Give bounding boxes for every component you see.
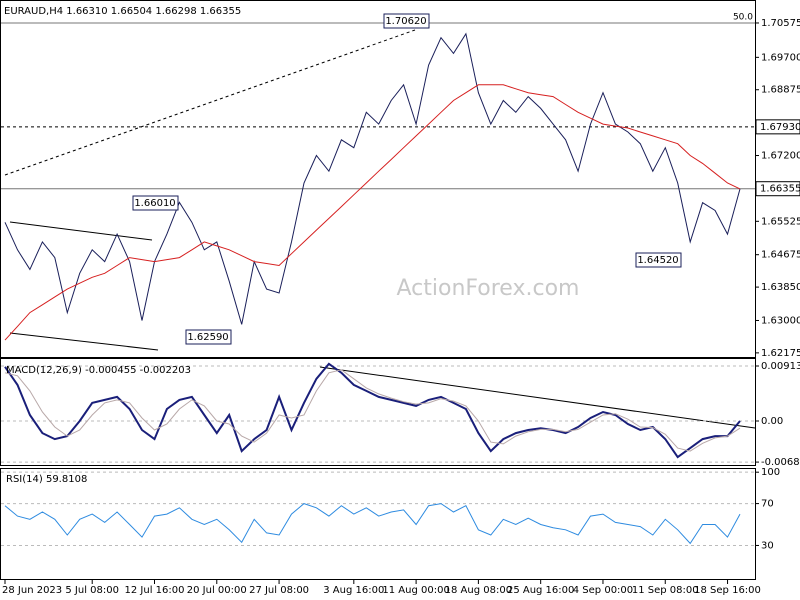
series-line — [4, 503, 741, 545]
y-tick-label: 1.70575 — [761, 18, 800, 29]
annotation-label: 1.64520 — [637, 255, 678, 266]
x-tick-label: 28 Jun 2023 — [2, 585, 62, 596]
x-tick-label: 5 Jul 08:00 — [65, 585, 119, 596]
y-tick-label: 1.68875 — [761, 85, 800, 96]
y-tick-label: 100 — [761, 467, 780, 478]
x-tick-label: 3 Aug 16:00 — [323, 585, 384, 596]
macd-trend-line — [319, 366, 756, 429]
level-label: 50.0 — [733, 12, 753, 22]
macd-panel — [0, 358, 756, 466]
channel-line — [9, 332, 159, 351]
y-tick-label: 1.62175 — [761, 348, 800, 359]
x-tick-label: 18 Aug 08:00 — [445, 585, 512, 596]
y-tick-label: 1.65525 — [761, 216, 800, 227]
rsi-panel — [0, 468, 756, 580]
x-tick-label: 4 Sep 00:00 — [573, 585, 633, 596]
plot-layer — [1, 22, 755, 546]
y-tick-label: 1.69700 — [761, 52, 800, 63]
rsi-title: RSI(14) 59.8108 — [6, 474, 87, 485]
y-tick-label: 1.63000 — [761, 315, 800, 326]
annotation: 1.70620 1.66010 1.62590 1.64520 — [132, 13, 682, 345]
x-tick-label: 11 Sep 08:00 — [632, 585, 699, 596]
series-line — [4, 32, 741, 325]
y-tick-label: 30 — [761, 540, 774, 551]
x-tick-label: 11 Aug 00:00 — [382, 585, 449, 596]
y-tick-label: 0.00 — [761, 416, 783, 427]
y-tick-label: 1.63850 — [761, 282, 800, 293]
level-label: 1.67930 — [760, 122, 800, 133]
x-tick-label: 18 Sep 16:00 — [694, 585, 761, 596]
annotation-label: 1.66010 — [134, 198, 175, 209]
y-tick-label: 1.67200 — [761, 151, 800, 162]
level-box — [755, 181, 800, 197]
level-label: 1.66355 — [760, 184, 800, 195]
trend-line — [4, 29, 416, 176]
y-tick-label: -0.00682 — [761, 457, 800, 468]
annotation-label: 1.62590 — [187, 332, 228, 343]
x-tick-label: 27 Jul 08:00 — [249, 585, 309, 596]
series-line — [4, 84, 741, 341]
y-tick-label: 70 — [761, 499, 774, 510]
x-tick-label: 20 Jul 00:00 — [187, 585, 247, 596]
x-tick-label: 25 Aug 16:00 — [507, 585, 574, 596]
y-tick-label: 1.64675 — [761, 250, 800, 261]
level-box — [755, 119, 800, 135]
series-line — [4, 362, 741, 459]
annotation-label: 1.70620 — [385, 16, 426, 27]
macd-title: MACD(12,26,9) -0.000455 -0.002203 — [6, 365, 191, 376]
y-tick-label: 0.00913 — [761, 361, 800, 372]
x-tick-label: 12 Jul 16:00 — [125, 585, 185, 596]
header: EURAUD,H4 1.66310 1.66504 1.66298 1.6635… — [4, 6, 241, 17]
series-line — [4, 369, 741, 452]
channel-line — [9, 221, 153, 241]
watermark: ActionForex.com — [397, 276, 580, 301]
main-panel — [0, 0, 756, 358]
